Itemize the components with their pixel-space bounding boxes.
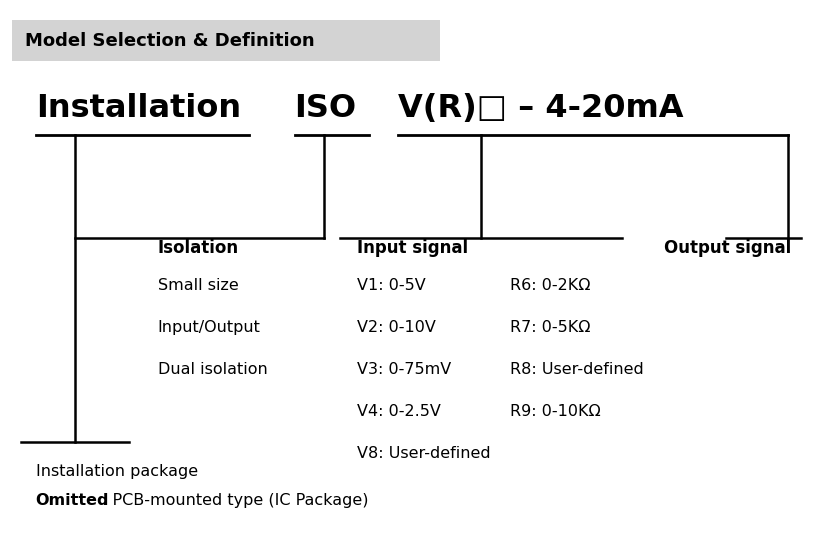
Text: R9: 0-10KΩ: R9: 0-10KΩ: [510, 404, 601, 419]
Text: R8: User-defined: R8: User-defined: [510, 362, 644, 377]
Text: : PCB-mounted type (IC Package): : PCB-mounted type (IC Package): [102, 493, 369, 508]
Text: Model Selection & Definition: Model Selection & Definition: [25, 32, 314, 50]
Text: Output signal: Output signal: [664, 239, 791, 257]
Text: R6: 0-2KΩ: R6: 0-2KΩ: [510, 278, 591, 293]
Text: ISO: ISO: [294, 93, 357, 124]
Text: V2: 0-10V: V2: 0-10V: [357, 320, 436, 335]
Text: Input/Output: Input/Output: [158, 320, 261, 335]
Text: V3: 0-75mV: V3: 0-75mV: [357, 362, 451, 377]
Text: Isolation: Isolation: [158, 239, 239, 257]
Bar: [13, 20, 440, 60]
Text: Installation: Installation: [36, 93, 241, 124]
Text: V4: 0-2.5V: V4: 0-2.5V: [357, 404, 441, 419]
Text: V1: 0-5V: V1: 0-5V: [357, 278, 426, 293]
Text: Dual isolation: Dual isolation: [158, 362, 267, 377]
Text: V(R)□ – 4-20mA: V(R)□ – 4-20mA: [398, 93, 684, 124]
Text: R7: 0-5KΩ: R7: 0-5KΩ: [510, 320, 591, 335]
Text: Omitted: Omitted: [36, 493, 109, 508]
Text: V8: User-defined: V8: User-defined: [357, 446, 490, 461]
Text: Input signal: Input signal: [357, 239, 468, 257]
Text: Small size: Small size: [158, 278, 238, 293]
Text: Installation package: Installation package: [36, 464, 198, 479]
